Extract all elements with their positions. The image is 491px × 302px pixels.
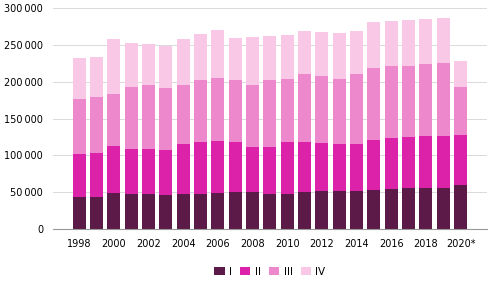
Bar: [385, 138, 398, 189]
Bar: [211, 78, 224, 141]
Bar: [385, 66, 398, 138]
Bar: [90, 97, 103, 153]
Bar: [211, 193, 224, 229]
Bar: [177, 144, 190, 194]
Bar: [454, 61, 467, 87]
Bar: [367, 68, 381, 140]
Bar: [73, 154, 85, 197]
Bar: [108, 94, 120, 146]
Bar: [73, 58, 85, 99]
Bar: [90, 153, 103, 197]
Bar: [298, 74, 311, 142]
Bar: [159, 150, 172, 195]
Bar: [229, 80, 242, 142]
Legend: I, II, III, IV: I, II, III, IV: [210, 263, 330, 281]
Bar: [159, 46, 172, 88]
Bar: [108, 39, 120, 94]
Bar: [125, 87, 137, 149]
Bar: [367, 190, 381, 229]
Bar: [108, 193, 120, 229]
Bar: [246, 146, 259, 192]
Bar: [90, 57, 103, 97]
Bar: [437, 18, 450, 63]
Bar: [73, 197, 85, 229]
Bar: [385, 21, 398, 66]
Bar: [246, 37, 259, 85]
Bar: [229, 38, 242, 80]
Bar: [73, 99, 85, 154]
Bar: [281, 194, 294, 229]
Bar: [211, 30, 224, 78]
Bar: [246, 85, 259, 146]
Bar: [194, 34, 207, 79]
Bar: [419, 64, 433, 136]
Bar: [159, 195, 172, 229]
Bar: [350, 31, 363, 74]
Bar: [437, 63, 450, 136]
Bar: [333, 33, 346, 79]
Bar: [281, 79, 294, 142]
Bar: [108, 146, 120, 193]
Bar: [281, 142, 294, 194]
Bar: [177, 194, 190, 229]
Bar: [298, 31, 311, 74]
Bar: [159, 88, 172, 150]
Bar: [333, 191, 346, 229]
Bar: [263, 80, 276, 147]
Bar: [90, 197, 103, 229]
Bar: [402, 66, 415, 137]
Bar: [350, 74, 363, 144]
Bar: [263, 147, 276, 194]
Bar: [419, 136, 433, 188]
Bar: [125, 43, 137, 87]
Bar: [177, 85, 190, 144]
Bar: [263, 36, 276, 80]
Bar: [229, 192, 242, 229]
Bar: [315, 143, 328, 191]
Bar: [385, 189, 398, 229]
Bar: [194, 142, 207, 194]
Bar: [194, 79, 207, 142]
Bar: [402, 20, 415, 66]
Bar: [419, 188, 433, 229]
Bar: [125, 149, 137, 194]
Bar: [142, 194, 155, 229]
Bar: [229, 142, 242, 192]
Bar: [315, 76, 328, 143]
Bar: [315, 191, 328, 229]
Bar: [333, 79, 346, 143]
Bar: [350, 144, 363, 191]
Bar: [454, 87, 467, 135]
Bar: [333, 143, 346, 191]
Bar: [402, 188, 415, 229]
Bar: [246, 192, 259, 229]
Bar: [194, 194, 207, 229]
Bar: [315, 32, 328, 76]
Bar: [125, 194, 137, 229]
Bar: [281, 35, 294, 79]
Bar: [263, 194, 276, 229]
Bar: [142, 85, 155, 149]
Bar: [454, 135, 467, 185]
Bar: [454, 185, 467, 229]
Bar: [211, 141, 224, 193]
Bar: [437, 136, 450, 188]
Bar: [298, 142, 311, 192]
Bar: [142, 149, 155, 194]
Bar: [419, 19, 433, 64]
Bar: [177, 39, 190, 85]
Bar: [367, 140, 381, 190]
Bar: [298, 192, 311, 229]
Bar: [437, 188, 450, 229]
Bar: [367, 22, 381, 68]
Bar: [350, 191, 363, 229]
Bar: [402, 137, 415, 188]
Bar: [142, 44, 155, 85]
